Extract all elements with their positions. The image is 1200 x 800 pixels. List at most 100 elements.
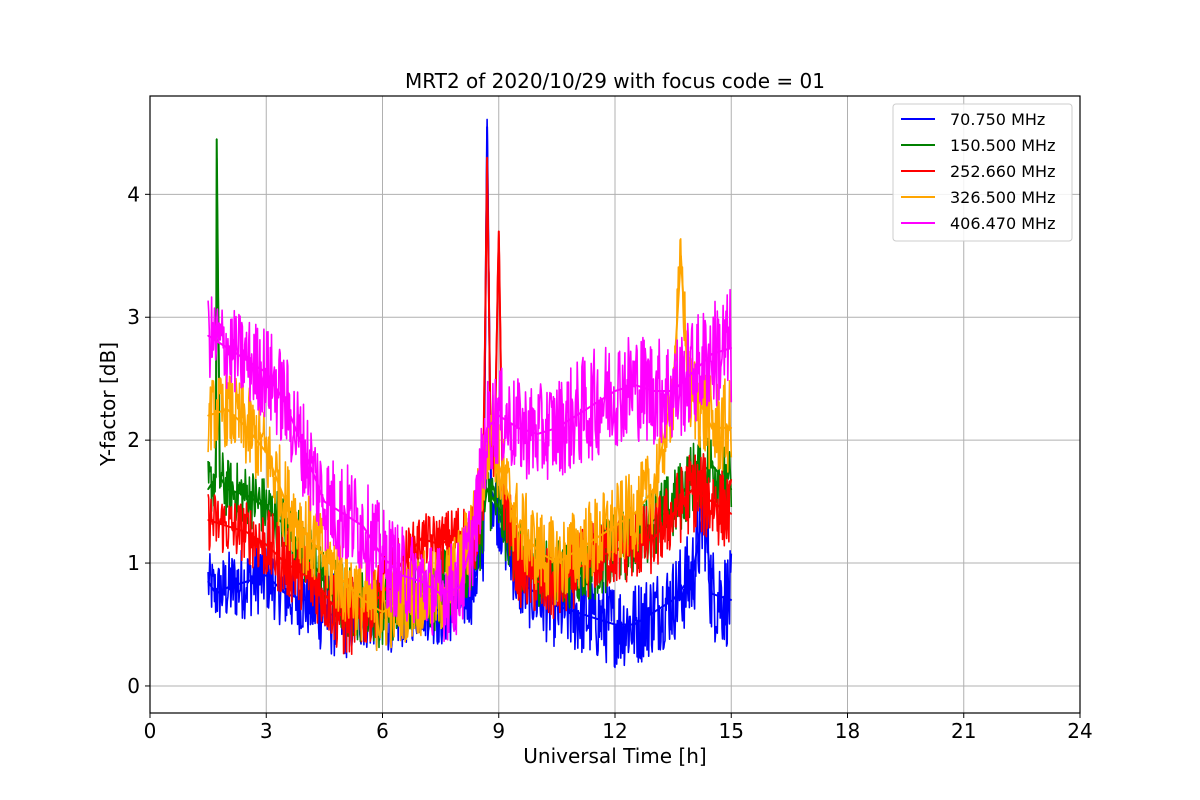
data-point xyxy=(207,580,209,583)
x-tick-label: 12 xyxy=(602,719,627,743)
data-point xyxy=(653,611,655,613)
data-point xyxy=(730,488,733,491)
data-point xyxy=(304,451,306,454)
data-point xyxy=(246,580,248,583)
data-point xyxy=(517,525,519,527)
data-point xyxy=(490,414,492,417)
data-point xyxy=(575,414,578,417)
legend-label: 150.500 MHz xyxy=(950,136,1055,155)
series-4 xyxy=(207,288,733,643)
legend-label: 252.660 MHz xyxy=(950,162,1055,181)
data-point xyxy=(653,537,655,540)
x-tick-label: 24 xyxy=(1067,719,1092,743)
chart-title: MRT2 of 2020/10/29 with focus code = 01 xyxy=(405,69,825,93)
data-point xyxy=(691,488,694,491)
data-point xyxy=(672,390,674,392)
data-point xyxy=(614,623,616,626)
data-point xyxy=(594,402,597,405)
x-tick-label: 6 xyxy=(376,719,389,743)
data-point xyxy=(680,255,682,257)
data-point xyxy=(323,500,326,503)
series-layer xyxy=(207,118,733,669)
data-point xyxy=(498,463,500,466)
data-point xyxy=(730,427,733,429)
data-point xyxy=(343,513,345,515)
legend-label: 406.470 MHz xyxy=(950,214,1055,233)
data-point xyxy=(420,537,423,540)
data-point xyxy=(265,371,268,374)
data-point xyxy=(226,525,229,527)
data-point xyxy=(711,353,713,355)
data-point xyxy=(691,574,694,577)
data-point xyxy=(304,574,306,577)
data-point xyxy=(219,476,221,478)
data-point xyxy=(486,125,488,128)
x-tick-label: 21 xyxy=(951,719,976,743)
data-point xyxy=(730,347,733,349)
data-point xyxy=(653,488,655,491)
data-point xyxy=(226,347,229,349)
data-point xyxy=(284,402,287,405)
data-point xyxy=(730,599,733,601)
data-point xyxy=(614,525,616,527)
data-point xyxy=(672,599,674,601)
data-point xyxy=(265,574,268,577)
data-point xyxy=(594,617,597,620)
data-point xyxy=(362,599,364,601)
data-point xyxy=(343,580,345,583)
data-point xyxy=(265,543,268,546)
data-point xyxy=(486,427,488,429)
data-point xyxy=(215,138,218,140)
data-point xyxy=(672,513,674,515)
data-point xyxy=(246,427,248,429)
data-point xyxy=(459,568,461,570)
data-point xyxy=(362,525,364,527)
data-point xyxy=(536,550,539,552)
data-point xyxy=(439,543,442,546)
x-tick-label: 3 xyxy=(260,719,273,743)
data-point xyxy=(711,463,713,466)
data-point xyxy=(323,593,326,595)
data-point xyxy=(401,599,403,601)
legend: 70.750 MHz 150.500 MHz 252.660 MHz 326.500 … xyxy=(892,103,1073,242)
data-point xyxy=(594,537,597,540)
data-point xyxy=(653,519,655,521)
data-point xyxy=(672,506,674,509)
data-point xyxy=(699,402,702,405)
y-tick-label: 3 xyxy=(127,305,140,329)
legend-label: 70.750 MHz xyxy=(950,110,1045,129)
series-trace-4 xyxy=(207,288,733,643)
data-point xyxy=(304,531,306,534)
data-point xyxy=(633,623,636,626)
data-point xyxy=(207,519,209,521)
data-point xyxy=(575,550,578,552)
data-point xyxy=(517,427,519,429)
data-point xyxy=(517,568,519,570)
data-point xyxy=(536,433,539,435)
data-point xyxy=(486,488,488,491)
data-point xyxy=(575,611,578,613)
data-point xyxy=(556,427,558,429)
data-point xyxy=(633,513,636,515)
data-point xyxy=(498,230,500,232)
y-tick-label: 2 xyxy=(127,428,140,452)
data-point xyxy=(711,427,713,429)
y-tick-label: 4 xyxy=(127,182,140,206)
data-point xyxy=(711,593,713,595)
data-point xyxy=(498,414,500,417)
data-point xyxy=(284,500,287,503)
data-point xyxy=(304,599,306,601)
data-point xyxy=(246,359,248,362)
data-point xyxy=(633,384,636,386)
x-tick-label: 9 xyxy=(492,719,505,743)
x-tick-label: 15 xyxy=(719,719,744,743)
y-axis-label: Y-factor [dB] xyxy=(96,342,120,467)
data-point xyxy=(498,506,500,509)
data-point xyxy=(265,451,268,454)
y-tick-label: 0 xyxy=(127,674,140,698)
x-axis-label: Universal Time [h] xyxy=(523,744,706,768)
legend-label: 326.500 MHz xyxy=(950,188,1055,207)
data-point xyxy=(226,586,229,589)
data-point xyxy=(215,476,217,478)
